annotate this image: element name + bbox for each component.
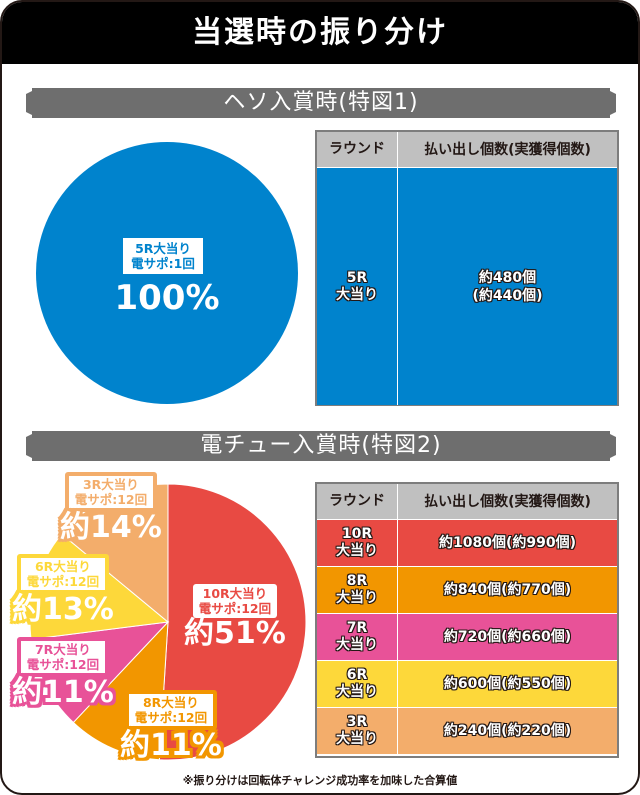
payout-cell: 約240個(約220個) — [443, 723, 572, 739]
slice-round: 5R大当り — [135, 241, 191, 256]
slice-round: 10R大当り — [202, 586, 268, 601]
pie-slice-label-5r: 5R大当り 電サポ:1回 — [123, 238, 203, 274]
payout-cell: 約720個(約660個) — [443, 629, 572, 645]
table-row: 7R 大当り 約720個(約660個) — [317, 613, 617, 660]
slice-percent: 約11% — [120, 728, 222, 763]
table-row: 5R 大当り 約480個 (約440個) — [317, 167, 617, 405]
pie-label-6r: 6R大当り 電サポ:12回 約13% — [12, 554, 114, 626]
round-type: 大当り — [336, 543, 378, 559]
label-box: 10R大当り 電サポ:12回 — [192, 584, 278, 618]
payout-cell: 約840個(約770個) — [443, 582, 572, 598]
round-number: 6R — [346, 667, 368, 683]
payout-table-heso: ラウンド 払い出し個数(実獲得個数) 5R 大当り 約480個 (約440個) — [315, 130, 619, 406]
section-banner-denchu: 電チュー入賞時(特図2) — [26, 431, 616, 461]
label-box: 6R大当り 電サポ:12回 — [16, 554, 110, 594]
pie-label-3r: 3R大当り 電サポ:12回 約14% — [60, 472, 162, 544]
section-banner-heso: ヘソ入賞時(特図1) — [26, 88, 616, 118]
round-number: 3R — [346, 714, 368, 730]
round-cell: 6R 大当り — [317, 661, 398, 707]
pie-label-10r: 10R大当り 電サポ:12回 約51% — [184, 584, 286, 650]
slice-round: 7R大当り — [34, 642, 91, 657]
table-row: 3R 大当り 約240個(約220個) — [317, 707, 617, 754]
label-box: 3R大当り 電サポ:12回 — [64, 472, 158, 512]
payout-cell: 約600個(約550個) — [443, 676, 572, 692]
slice-percent: 約13% — [12, 592, 114, 627]
round-cell: 3R 大当り — [317, 708, 398, 754]
pie-chart-heso: 5R大当り 電サポ:1回 100% — [36, 142, 298, 404]
round-type: 大当り — [336, 684, 378, 700]
pie-label-8r: 8R大当り 電サポ:12回 約11% — [120, 690, 222, 762]
header-round: ラウンド — [317, 484, 398, 519]
round-cell: 10R 大当り — [317, 520, 398, 566]
table-header-row: ラウンド 払い出し個数(実獲得個数) — [317, 132, 617, 167]
label-box: 7R大当り 電サポ:12回 — [16, 637, 110, 677]
header-payout: 払い出し個数(実獲得個数) — [424, 141, 591, 158]
slice-support: 電サポ:12回 — [134, 710, 208, 725]
header-payout: 払い出し個数(実獲得個数) — [424, 493, 591, 510]
payout-table-denchu: ラウンド 払い出し個数(実獲得個数) 10R 大当り 約1080個(約990個)… — [315, 482, 619, 758]
footnote: ※振り分けは回転体チャレンジ成功率を加味した合算値 — [182, 774, 458, 787]
table-row: 6R 大当り 約600個(約550個) — [317, 660, 617, 707]
round-number: 10R — [341, 526, 373, 542]
slice-support: 電サポ:12回 — [74, 492, 148, 507]
payout-cell: 約480個 (約440個) — [398, 168, 617, 405]
payout-cell: 約1080個(約990個) — [439, 535, 576, 551]
header-round: ラウンド — [317, 132, 398, 167]
round-type: 大当り — [336, 286, 378, 303]
table-header-row: ラウンド 払い出し個数(実獲得個数) — [317, 484, 617, 519]
round-type: 大当り — [336, 590, 378, 606]
slice-support: 電サポ:12回 — [26, 574, 100, 589]
round-type: 大当り — [336, 637, 378, 653]
slice-percent: 約14% — [60, 510, 162, 545]
table-row: 8R 大当り 約840個(約770個) — [317, 566, 617, 613]
round-cell: 7R 大当り — [317, 614, 398, 660]
round-number: 7R — [346, 620, 368, 636]
round-number: 8R — [346, 573, 368, 589]
slice-round: 8R大当り — [142, 695, 199, 710]
slice-percent: 約11% — [12, 675, 114, 710]
label-box: 8R大当り 電サポ:12回 — [124, 690, 218, 730]
pie-label-7r: 7R大当り 電サポ:12回 約11% — [12, 637, 114, 709]
slice-percent: 100% — [114, 278, 220, 318]
slice-support: 電サポ:1回 — [131, 256, 195, 271]
slice-round: 6R大当り — [34, 559, 91, 574]
slice-support: 電サポ:12回 — [198, 601, 272, 616]
payout-actual: (約440個) — [472, 287, 543, 304]
round-type: 大当り — [336, 731, 378, 747]
round-cell: 8R 大当り — [317, 567, 398, 613]
slice-round: 3R大当り — [82, 477, 139, 492]
slice-support: 電サポ:12回 — [26, 657, 100, 672]
slice-percent: 約51% — [184, 616, 286, 651]
table-row: 10R 大当り 約1080個(約990個) — [317, 519, 617, 566]
payout-value: 約480個 — [478, 269, 537, 286]
round-number: 5R — [346, 269, 368, 286]
page-title: 当選時の振り分け — [2, 2, 638, 64]
round-cell: 5R 大当り — [317, 168, 398, 405]
